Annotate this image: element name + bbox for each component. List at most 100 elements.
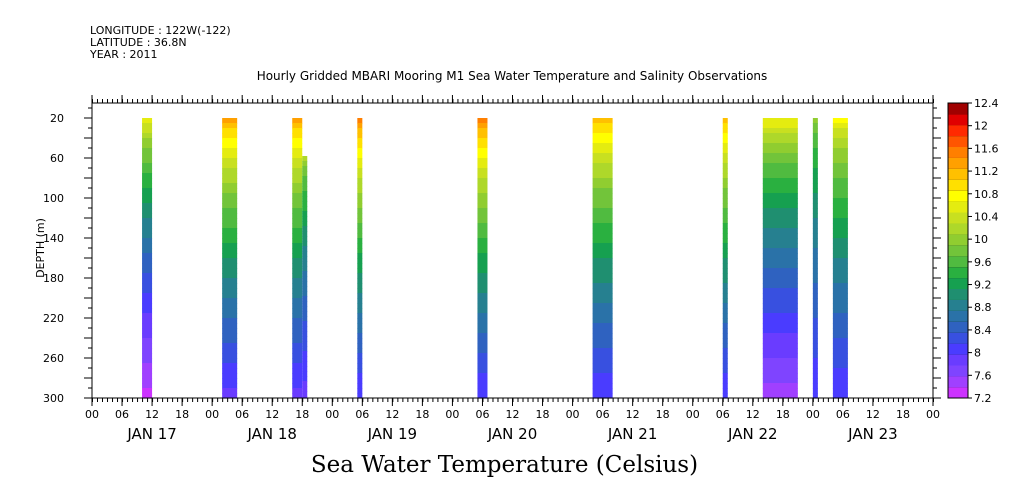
x-tick-label: 00 xyxy=(926,408,940,421)
data-cell xyxy=(222,178,238,184)
y-tick-label: 100 xyxy=(43,192,64,205)
data-cell xyxy=(762,323,798,329)
data-cell xyxy=(477,358,488,364)
data-cell xyxy=(812,153,818,159)
data-cell xyxy=(477,173,488,179)
colorbar-swatch xyxy=(948,190,968,202)
data-cell xyxy=(722,308,728,314)
data-cell xyxy=(357,208,363,214)
data-cell xyxy=(592,218,613,224)
data-cell xyxy=(592,378,613,384)
x-tick-label: 06 xyxy=(115,408,129,421)
data-segment xyxy=(832,118,848,399)
data-cell xyxy=(832,263,848,269)
data-cell xyxy=(477,388,488,394)
data-cell xyxy=(832,368,848,374)
data-cell xyxy=(142,203,153,209)
data-cell xyxy=(722,253,728,259)
data-cell xyxy=(292,138,303,144)
data-cell xyxy=(592,388,613,394)
data-cell xyxy=(812,278,818,284)
data-cell xyxy=(722,203,728,209)
data-cell xyxy=(357,133,363,139)
data-cell xyxy=(357,278,363,284)
data-cell xyxy=(832,133,848,139)
x-axis-label: Sea Water Temperature (Celsius) xyxy=(310,452,699,478)
data-cell xyxy=(722,283,728,289)
data-cell xyxy=(592,143,613,149)
data-cell xyxy=(722,353,728,359)
data-cell xyxy=(357,333,363,339)
data-segment xyxy=(477,118,488,399)
data-cell xyxy=(142,253,153,259)
data-cell xyxy=(302,256,308,262)
data-cell xyxy=(832,363,848,369)
data-cell xyxy=(592,148,613,154)
data-cell xyxy=(722,233,728,239)
data-cell xyxy=(142,118,153,124)
data-cell xyxy=(292,323,303,329)
data-cell xyxy=(142,208,153,214)
data-cell xyxy=(142,313,153,319)
data-cell xyxy=(722,198,728,204)
data-cell xyxy=(222,368,238,374)
data-cell xyxy=(477,198,488,204)
data-cell xyxy=(832,213,848,219)
data-cell xyxy=(142,238,153,244)
colorbar-swatch xyxy=(948,124,968,137)
data-cell xyxy=(142,388,153,394)
data-cell xyxy=(832,333,848,339)
data-cell xyxy=(357,383,363,389)
data-cell xyxy=(812,253,818,259)
data-cell xyxy=(142,328,153,334)
data-cell xyxy=(832,143,848,149)
data-cell xyxy=(592,263,613,269)
data-cell xyxy=(222,143,238,149)
data-cell xyxy=(812,213,818,219)
x-day-label: JAN 21 xyxy=(607,425,658,443)
colorbar-swatch xyxy=(948,343,968,355)
data-cell xyxy=(592,358,613,364)
data-cell xyxy=(722,278,728,284)
data-cell xyxy=(832,173,848,179)
data-cell xyxy=(142,318,153,324)
data-cell xyxy=(292,338,303,344)
data-cell xyxy=(762,333,798,339)
data-cell xyxy=(142,338,153,344)
data-cell xyxy=(762,308,798,314)
data-cell xyxy=(762,253,798,259)
data-cell xyxy=(357,153,363,159)
data-cell xyxy=(357,323,363,329)
data-cell xyxy=(357,163,363,169)
colorbar-label: 7.2 xyxy=(974,392,992,405)
data-cell xyxy=(722,138,728,144)
data-cell xyxy=(222,253,238,259)
data-cell xyxy=(762,343,798,349)
data-cell xyxy=(812,318,818,324)
data-cell xyxy=(222,388,238,394)
data-segment xyxy=(722,118,728,399)
data-cell xyxy=(592,213,613,219)
data-cell xyxy=(477,383,488,389)
data-cell xyxy=(222,218,238,224)
data-cell xyxy=(357,238,363,244)
data-cell xyxy=(832,273,848,279)
data-cell xyxy=(292,313,303,319)
data-cell xyxy=(832,393,848,399)
data-cell xyxy=(832,178,848,184)
colorbar-swatch xyxy=(948,288,968,300)
data-cell xyxy=(812,203,818,209)
data-cell xyxy=(222,198,238,204)
data-cell xyxy=(832,153,848,159)
data-cell xyxy=(292,318,303,324)
data-cell xyxy=(477,213,488,219)
data-cell xyxy=(812,173,818,179)
data-cell xyxy=(762,133,798,139)
data-cell xyxy=(302,191,308,197)
data-cell xyxy=(357,293,363,299)
data-cell xyxy=(477,128,488,134)
data-cell xyxy=(832,223,848,229)
data-cell xyxy=(302,291,308,297)
data-cell xyxy=(477,328,488,334)
data-cell xyxy=(222,338,238,344)
